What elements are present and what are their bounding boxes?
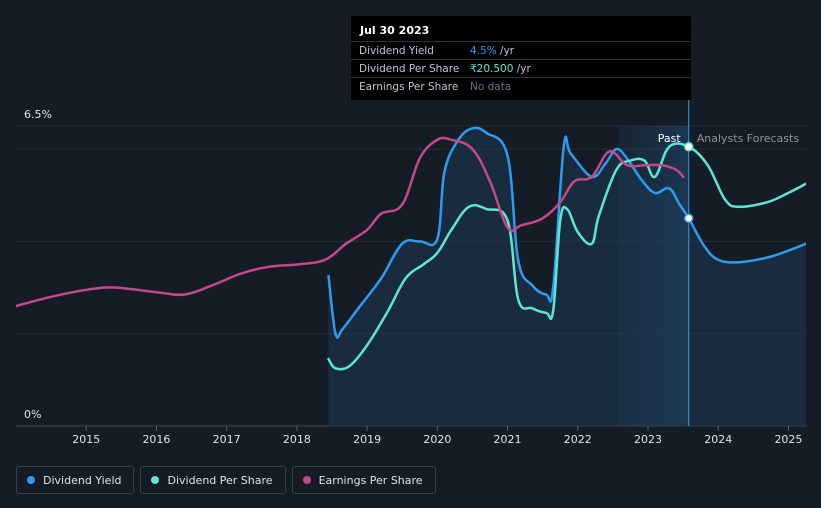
dividend-yield-area	[328, 127, 806, 426]
legend-dot-icon	[151, 476, 160, 484]
x-tick-label: 2018	[283, 433, 311, 446]
legend-label: Earnings Per Share	[318, 473, 423, 487]
legend-label: Dividend Per Share	[167, 473, 273, 487]
x-tick-label: 2024	[704, 433, 732, 446]
dividend-per-share-line	[327, 142, 806, 371]
tooltip-row-label: Dividend Yield	[359, 45, 434, 57]
x-tick-label: 2022	[564, 433, 592, 446]
tooltip-row-value: 4.5%	[470, 45, 497, 57]
x-tick-label: 2019	[353, 433, 381, 446]
analysts-forecasts-label: Analysts Forecasts	[697, 132, 800, 145]
legend-dividend-yield[interactable]: Dividend Yield	[16, 466, 135, 494]
tooltip-date: Jul 30 2023	[360, 24, 430, 37]
past-label: Past	[658, 132, 682, 145]
legend-dot-icon	[27, 476, 35, 484]
tooltip-row-dividend-yield: Dividend Yield 4.5% /yr	[351, 41, 691, 59]
tooltip-row-dividend-per-share: Dividend Per Share ₹20.500 /yr	[351, 59, 691, 77]
tooltip-row-label: Earnings Per Share	[359, 81, 459, 93]
legend-dividend-per-share[interactable]: Dividend Per Share	[140, 466, 286, 494]
y-axis-top-label: 6.5%	[24, 108, 52, 121]
tooltip-row-value: ₹20.500	[470, 63, 514, 75]
x-tick-label: 2016	[142, 433, 170, 446]
tooltip-row-suffix: /yr	[496, 45, 515, 57]
x-tick-label: 2017	[213, 433, 241, 446]
legend-label: Dividend Yield	[43, 473, 122, 487]
tooltip-row-label: Dividend Per Share	[359, 63, 460, 75]
dividend-per-share-marker	[683, 142, 694, 152]
legend: Dividend Yield Dividend Per Share Earnin…	[16, 466, 436, 494]
tooltip-row-earnings-per-share: Earnings Per Share No data	[351, 77, 691, 95]
x-axis: 2015 2016 2017 2018 2019 2020 2021 2022 2023 2024…	[72, 426, 802, 446]
dividend-yield-marker	[683, 213, 694, 224]
x-tick-label: 2023	[634, 433, 662, 446]
legend-dot-icon	[302, 476, 311, 484]
legend-earnings-per-share[interactable]: Earnings Per Share	[291, 466, 436, 494]
dividend-yield-line	[327, 126, 806, 339]
tooltip: Jul 30 2023 Dividend Yield 4.5% /yr Divi…	[351, 16, 691, 100]
x-tick-label: 2025	[774, 433, 802, 446]
x-tick-label: 2020	[423, 433, 451, 446]
tooltip-row-suffix: /yr	[513, 63, 531, 75]
x-tick-label: 2021	[494, 433, 522, 446]
x-tick-label: 2015	[72, 433, 100, 446]
tooltip-row-value: No data	[470, 81, 512, 93]
y-axis-bottom-label: 0%	[24, 408, 41, 421]
earnings-per-share-line	[16, 136, 685, 308]
